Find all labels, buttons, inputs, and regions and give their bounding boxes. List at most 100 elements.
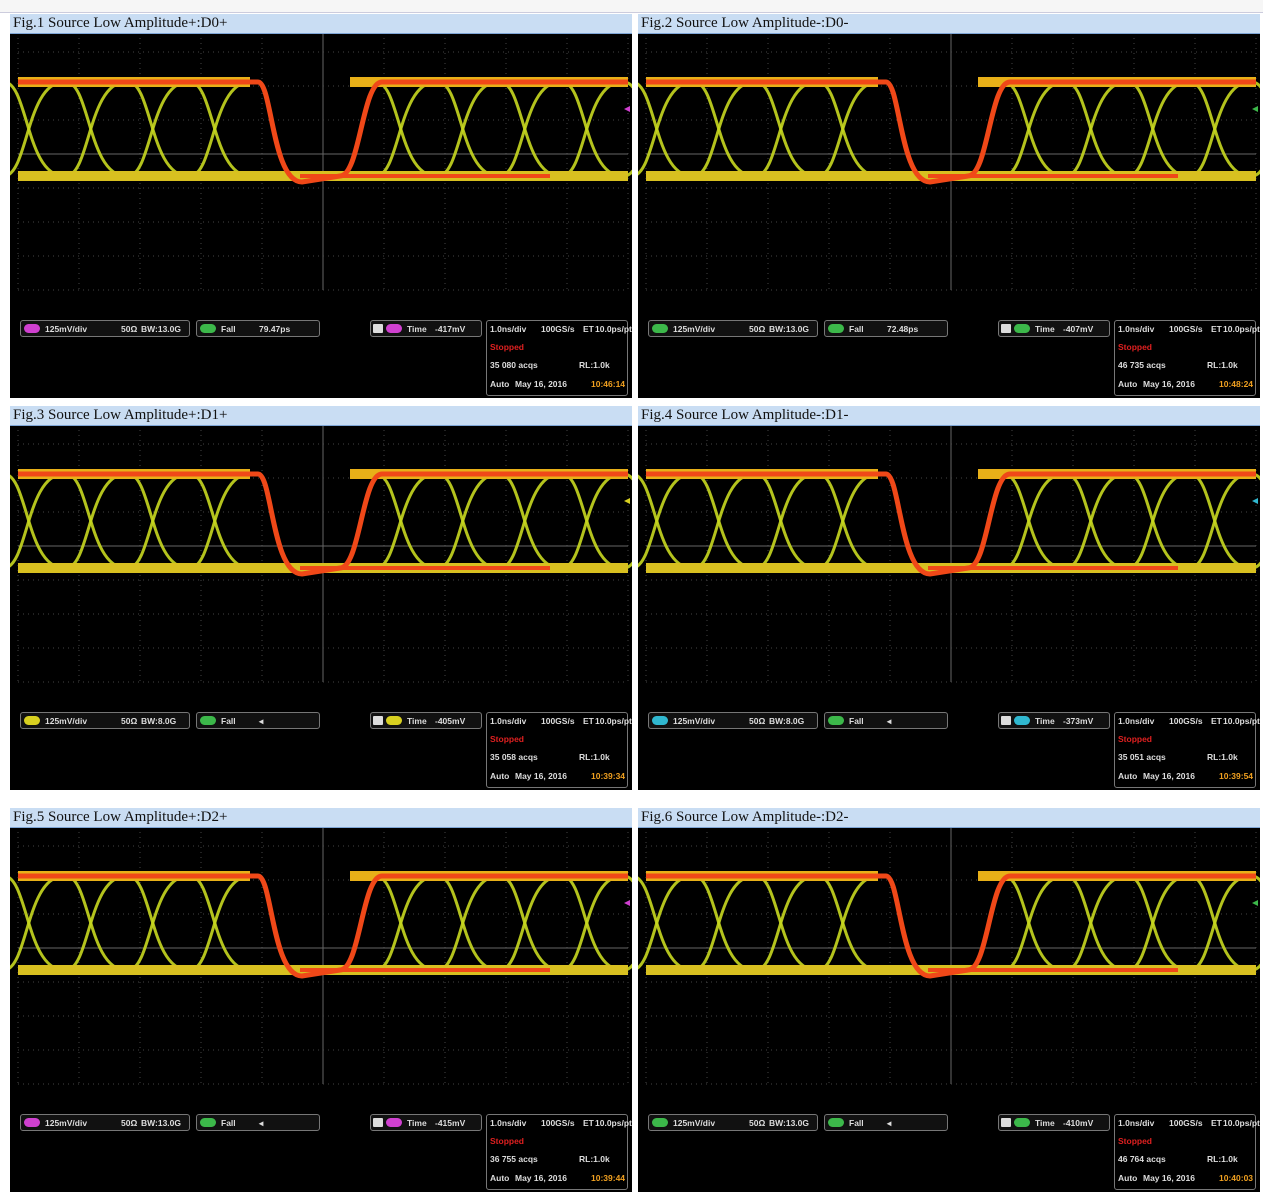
- acq-mode: ET: [1211, 1118, 1222, 1128]
- sample-rate: 100GS/s: [1169, 716, 1203, 726]
- acquisition-info: 1.0ns/div 100GS/s ET 10.0ps/pt Stopped 46 764…: [1114, 1114, 1260, 1190]
- cursor-box: Time -415mV: [370, 1114, 482, 1131]
- cursor-value: -373mV: [1063, 716, 1094, 726]
- resolution: 10.0ps/pt: [595, 324, 632, 334]
- channel-scale: 125mV/div: [673, 1118, 716, 1128]
- clock: 10:39:34: [591, 771, 626, 781]
- channel-bandwidth: BW:13.0G: [141, 1118, 181, 1128]
- level-marker: [624, 900, 630, 906]
- measure-name: Fall: [221, 324, 236, 334]
- trigger-mode: Auto: [490, 771, 510, 781]
- trigger-mode: Auto: [1118, 771, 1138, 781]
- run-state: Stopped: [1118, 734, 1152, 744]
- acq-mode: ET: [583, 324, 594, 334]
- channel-scale: 125mV/div: [673, 716, 716, 726]
- date: May 16, 2016: [515, 771, 567, 781]
- date: May 16, 2016: [1143, 379, 1195, 389]
- channel-badge: [1014, 1118, 1030, 1127]
- cursor-badge: [1001, 716, 1011, 725]
- measure-value: 79.47ps: [259, 324, 291, 334]
- timebase: 1.0ns/div: [490, 324, 527, 334]
- acq-count: 35 080 acqs: [490, 360, 538, 370]
- cursor-box: Time -417mV: [370, 320, 482, 337]
- acq-count: 46 764 acqs: [1118, 1154, 1166, 1164]
- measure-box: Fall ◂: [196, 712, 320, 729]
- trigger-mode: Auto: [490, 379, 510, 389]
- run-state: Stopped: [1118, 342, 1152, 352]
- measure-box: Fall 72.48ps: [824, 320, 948, 337]
- cursor-badge: [1001, 324, 1011, 333]
- acq-mode: ET: [583, 716, 594, 726]
- scope-screen: [631, 14, 1263, 294]
- channel-impedance: 50Ω: [749, 1118, 766, 1128]
- run-state: Stopped: [490, 1136, 524, 1146]
- measure-name: Fall: [849, 1118, 864, 1128]
- channel-badge: [386, 324, 402, 333]
- channel-badge: [24, 716, 40, 725]
- acq-count: 46 735 acqs: [1118, 360, 1166, 370]
- cursor-value: -417mV: [435, 324, 466, 334]
- date: May 16, 2016: [1143, 771, 1195, 781]
- channel-box: 125mV/div 50Ω BW:13.0G: [648, 320, 818, 337]
- panel-title: Fig.6 Source Low Amplitude-:D2-: [638, 808, 1260, 828]
- cursor-badge: [373, 324, 383, 333]
- acquisition-info: 1.0ns/div 100GS/s ET 10.0ps/pt Stopped 35 051…: [1114, 712, 1260, 788]
- panel-title: Fig.4 Source Low Amplitude-:D1-: [638, 406, 1260, 426]
- date: May 16, 2016: [1143, 1173, 1195, 1183]
- channel-scale: 125mV/div: [45, 1118, 88, 1128]
- channel-badge: [652, 716, 668, 725]
- channel-box: 125mV/div 50Ω BW:8.0G: [648, 712, 818, 729]
- acquisition-info: 1.0ns/div 100GS/s ET 10.0ps/pt Stopped 36 755…: [486, 1114, 632, 1190]
- trigger-mode: Auto: [1118, 1173, 1138, 1183]
- measure-box: Fall ◂: [824, 712, 948, 729]
- cursor-box: Time -405mV: [370, 712, 482, 729]
- scope-screen: [3, 14, 685, 294]
- measure-badge: [828, 716, 844, 725]
- cursor-name: Time: [407, 324, 427, 334]
- status-bar: 125mV/div 50Ω BW:13.0G Fall 72.48ps Time -407m…: [638, 314, 1260, 398]
- channel-impedance: 50Ω: [121, 1118, 138, 1128]
- cursor-name: Time: [407, 716, 427, 726]
- scope-screen: [631, 808, 1263, 1088]
- resolution: 10.0ps/pt: [1223, 716, 1260, 726]
- status-bar: 125mV/div 50Ω BW:13.0G Fall 79.47ps Time -417m…: [10, 314, 632, 398]
- clock: 10:40:03: [1219, 1173, 1254, 1183]
- channel-bandwidth: BW:13.0G: [141, 324, 181, 334]
- acq-count: 35 051 acqs: [1118, 752, 1166, 762]
- scope-panel: Fig.1 Source Low Amplitude+:D0+ 125mV/div…: [3, 14, 685, 398]
- clock: 10:39:54: [1219, 771, 1254, 781]
- channel-badge: [1014, 716, 1030, 725]
- scope-panel: Fig.5 Source Low Amplitude+:D2+ 125mV/div…: [3, 808, 685, 1192]
- channel-impedance: 50Ω: [121, 716, 138, 726]
- sample-rate: 100GS/s: [541, 324, 575, 334]
- channel-box: 125mV/div 50Ω BW:8.0G: [20, 712, 190, 729]
- clock: 10:46:14: [591, 379, 626, 389]
- cursor-name: Time: [1035, 1118, 1055, 1128]
- channel-scale: 125mV/div: [673, 324, 716, 334]
- cursor-badge: [1001, 1118, 1011, 1127]
- measure-name: Fall: [849, 716, 864, 726]
- cursor-name: Time: [407, 1118, 427, 1128]
- acq-mode: ET: [1211, 716, 1222, 726]
- eye-trace: [1251, 556, 1263, 570]
- cursor-box: Time -410mV: [998, 1114, 1110, 1131]
- level-marker: [1252, 106, 1258, 112]
- main-trace: [646, 79, 1256, 185]
- timebase: 1.0ns/div: [1118, 716, 1155, 726]
- cursor-name: Time: [1035, 324, 1055, 334]
- ruler-strip: [0, 0, 1263, 13]
- scope-panel: Fig.6 Source Low Amplitude-:D2- 125mV/div…: [631, 808, 1263, 1192]
- resolution: 10.0ps/pt: [595, 716, 632, 726]
- measure-value: ◂: [259, 1118, 264, 1128]
- record-length: RL:1.0k: [579, 360, 610, 370]
- main-trace: [646, 873, 1256, 979]
- sample-rate: 100GS/s: [1169, 324, 1203, 334]
- channel-badge: [652, 324, 668, 333]
- acq-mode: ET: [583, 1118, 594, 1128]
- measure-value: ◂: [887, 716, 892, 726]
- channel-scale: 125mV/div: [45, 324, 88, 334]
- channel-badge: [386, 1118, 402, 1127]
- timebase: 1.0ns/div: [1118, 324, 1155, 334]
- main-trace: [18, 79, 628, 185]
